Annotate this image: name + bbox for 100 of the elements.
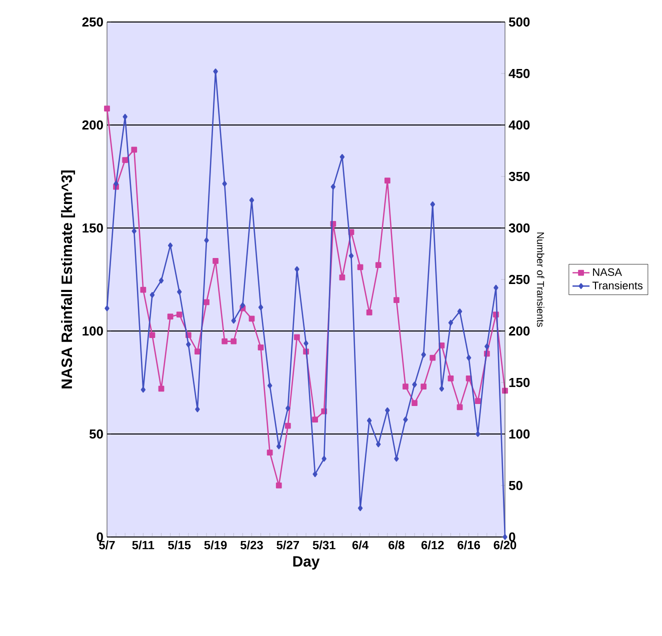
point — [213, 68, 218, 74]
point — [294, 334, 300, 340]
x-axis-title: Day — [293, 556, 320, 570]
point — [286, 405, 290, 412]
point — [456, 404, 463, 410]
point — [340, 154, 345, 160]
x-tick-label: 6/4 — [352, 540, 369, 550]
point — [167, 314, 174, 320]
point — [476, 431, 480, 437]
point — [204, 299, 210, 306]
y-tick-label: 50 — [89, 429, 103, 439]
point — [502, 534, 508, 540]
point — [376, 441, 381, 448]
x-tick-label: 5/19 — [204, 540, 227, 550]
point — [240, 302, 246, 308]
point — [168, 242, 173, 248]
point — [267, 382, 272, 389]
x-tick-label: 5/15 — [168, 540, 191, 550]
point — [430, 354, 436, 361]
point — [212, 258, 218, 264]
x-tick-label: 5/23 — [240, 540, 263, 550]
point — [104, 106, 110, 112]
point — [304, 340, 308, 346]
point — [484, 344, 490, 350]
y2-tick-label: 250 — [508, 274, 530, 284]
point — [186, 341, 191, 348]
point — [194, 348, 200, 355]
point — [294, 266, 300, 272]
point — [140, 386, 146, 393]
point — [176, 312, 182, 318]
y-tick-label: 150 — [82, 223, 103, 233]
point — [266, 450, 273, 456]
point — [222, 338, 228, 344]
point — [357, 264, 364, 270]
point — [158, 278, 164, 284]
x-tick-label: 5/27 — [276, 540, 300, 550]
point — [439, 386, 444, 392]
point — [222, 180, 227, 187]
point — [420, 384, 427, 390]
point — [122, 157, 128, 163]
point — [474, 398, 481, 404]
point — [149, 332, 156, 338]
y2-tick-label: 200 — [508, 326, 530, 336]
point — [114, 180, 118, 187]
point — [312, 416, 318, 423]
point — [230, 338, 237, 344]
point — [494, 284, 498, 291]
x-tick-label: 6/8 — [388, 540, 404, 550]
y-tick-label: 250 — [82, 17, 103, 27]
point — [348, 252, 354, 259]
point — [412, 400, 418, 406]
x-tick-label: 5/7 — [99, 540, 115, 550]
legend-label: Transients — [592, 281, 643, 290]
point — [448, 320, 454, 326]
point — [150, 292, 155, 298]
y-axis-title: NASA Rainfall Estimate [km^3] — [61, 170, 76, 388]
point — [131, 146, 138, 153]
y-tick-label: 100 — [82, 326, 103, 336]
point — [140, 286, 146, 293]
point — [403, 416, 408, 423]
point — [122, 114, 128, 120]
point — [412, 382, 417, 388]
point — [284, 422, 291, 429]
point — [366, 310, 372, 316]
y2-tick-label: 50 — [508, 480, 522, 490]
point — [448, 375, 454, 382]
y2-tick-label: 350 — [508, 172, 530, 182]
x-tick-label: 6/12 — [421, 540, 444, 550]
y2-tick-label: 300 — [508, 223, 530, 233]
y2-tick-label: 100 — [509, 429, 530, 439]
point — [204, 237, 209, 244]
x-tick-label: 6/16 — [458, 540, 480, 550]
y2-tick-label: 500 — [508, 17, 530, 27]
point — [466, 354, 472, 361]
y-tick-label: 200 — [82, 120, 103, 130]
point — [258, 304, 264, 310]
point — [104, 305, 110, 312]
point — [258, 344, 264, 350]
point — [430, 201, 436, 208]
x-tick-label: 6/20 — [494, 540, 516, 550]
y2-tick-label: 0 — [509, 532, 516, 542]
point — [177, 288, 182, 295]
point — [312, 471, 318, 478]
y2-tick-label: 400 — [508, 120, 530, 130]
point — [402, 384, 408, 390]
point — [394, 297, 400, 304]
point — [384, 178, 390, 184]
point — [421, 352, 426, 358]
point — [375, 262, 382, 268]
y2-tick-label: 450 — [508, 68, 530, 78]
point — [322, 456, 326, 462]
point — [276, 482, 282, 488]
y-tick-label: 0 — [96, 532, 103, 542]
point — [158, 386, 164, 392]
y2-tick-label: 150 — [509, 378, 530, 388]
point — [248, 316, 255, 322]
x-tick-label: 5/11 — [132, 540, 154, 550]
legend-label: NASA — [593, 268, 622, 276]
y2-axis-title: Number of Transients — [536, 232, 544, 327]
point — [231, 318, 236, 324]
